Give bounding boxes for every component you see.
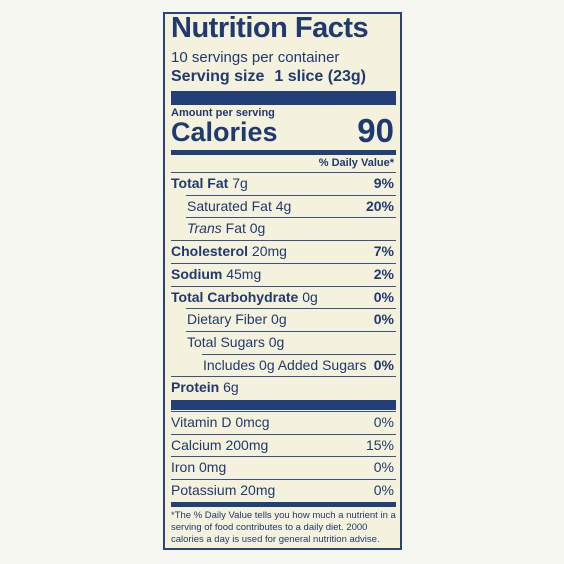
medium-bar bbox=[171, 501, 396, 507]
nutrient-amount: 0g bbox=[302, 288, 318, 305]
nutrient-italic: Trans bbox=[187, 220, 222, 237]
dv-header: % Daily Value* bbox=[318, 157, 394, 169]
serving-size-label: Serving size bbox=[171, 68, 265, 85]
daily-value: 0% bbox=[373, 414, 394, 430]
nutrient-name: Protein bbox=[171, 379, 220, 396]
nutrient-name: Sodium bbox=[171, 265, 223, 282]
daily-value: 7% bbox=[373, 243, 394, 260]
serving-size-value: 1 slice (23g) bbox=[274, 68, 366, 85]
nutrient-amount: 7g bbox=[232, 175, 248, 191]
rule bbox=[171, 411, 396, 412]
thick-bar bbox=[171, 400, 396, 410]
nutrient-name: Calcium bbox=[171, 436, 222, 453]
nutrient-name: Includes 0g Added Sugars bbox=[203, 356, 367, 373]
nutrient-name: Fat bbox=[225, 220, 246, 237]
nutrient-row: Total Sugars 0g bbox=[187, 334, 284, 350]
nutrient-name: Cholesterol bbox=[171, 243, 249, 260]
nutrient-name: Total Sugars bbox=[187, 333, 265, 350]
nutrient-amount: 20mg bbox=[251, 243, 287, 260]
nutrient-name: Saturated Fat bbox=[187, 197, 272, 214]
nutrient-amount: 4g bbox=[275, 197, 292, 214]
nutrient-row: Saturated Fat 4g bbox=[187, 198, 291, 214]
daily-value: 20% bbox=[365, 197, 394, 214]
nutrient-amount: 200mg bbox=[225, 436, 269, 453]
daily-value: 0% bbox=[373, 311, 394, 328]
rule bbox=[171, 456, 396, 458]
nutrient-amount: 0mcg bbox=[235, 414, 270, 430]
nutrient-amount: 0mg bbox=[199, 459, 227, 476]
footnote: *The % Daily Value tells you how much a … bbox=[171, 509, 396, 545]
servings: 10 servings per container bbox=[171, 49, 340, 66]
nutrient-amount: 20mg bbox=[240, 482, 276, 499]
rule bbox=[171, 240, 396, 242]
rule bbox=[171, 262, 396, 264]
daily-value: 2% bbox=[373, 265, 394, 282]
daily-value: 15% bbox=[365, 436, 394, 453]
nutrient-row: Protein 6g bbox=[171, 379, 239, 395]
daily-value: 0% bbox=[373, 356, 394, 373]
vitamin-row: Vitamin D 0mcg bbox=[171, 414, 270, 430]
nutrient-row: Includes 0g Added Sugars bbox=[203, 357, 366, 373]
nutrient-amount: 0g bbox=[268, 333, 285, 350]
rule bbox=[171, 376, 396, 378]
nutrient-amount: 6g bbox=[223, 379, 239, 396]
rule bbox=[186, 217, 396, 219]
nutrient-row: Cholesterol 20mg bbox=[171, 243, 287, 259]
amount-label: Amount per serving bbox=[171, 107, 275, 119]
calories-value: 90 bbox=[357, 112, 394, 149]
vitamin-row: Potassium 20mg bbox=[171, 482, 275, 498]
nutrient-row: Trans Fat 0g bbox=[187, 220, 265, 236]
daily-value: 0% bbox=[373, 288, 394, 305]
rule bbox=[186, 194, 396, 196]
rule bbox=[186, 330, 396, 332]
daily-value: 9% bbox=[373, 175, 394, 191]
vitamin-row: Calcium 200mg bbox=[171, 437, 268, 453]
nutrient-name: Dietary Fiber bbox=[187, 311, 268, 328]
nutrient-row: Sodium 45mg bbox=[171, 266, 261, 282]
rule bbox=[202, 353, 396, 355]
nutrient-name: Vitamin D bbox=[171, 414, 232, 430]
nutrient-name: Potassium bbox=[171, 482, 237, 499]
rule bbox=[171, 285, 396, 287]
nutrient-amount: 45mg bbox=[226, 265, 262, 282]
nutrient-amount: 0g bbox=[271, 311, 287, 328]
nutrient-name: Total Fat bbox=[171, 175, 229, 191]
nutrient-amount: 0g bbox=[249, 220, 266, 237]
serving-size: Serving size 1 slice (23g) bbox=[171, 68, 396, 86]
vitamin-row: Iron 0mg bbox=[171, 459, 226, 475]
rule bbox=[171, 479, 396, 481]
medium-bar bbox=[171, 150, 396, 155]
rule bbox=[171, 172, 396, 173]
thick-bar bbox=[171, 91, 396, 105]
title: Nutrition Facts bbox=[171, 12, 369, 44]
rule bbox=[186, 308, 396, 310]
calories-label: Calories bbox=[171, 117, 278, 147]
nutrient-row: Total Carbohydrate 0g bbox=[171, 289, 318, 305]
rule bbox=[171, 433, 396, 435]
nutrient-name: Iron bbox=[171, 459, 196, 476]
nutrition-panel: Nutrition Facts 10 servings per container… bbox=[163, 12, 402, 550]
nutrient-row: Total Fat 7g bbox=[171, 175, 248, 191]
nutrient-row: Dietary Fiber 0g bbox=[187, 311, 287, 327]
daily-value: 0% bbox=[373, 482, 394, 499]
daily-value: 0% bbox=[373, 459, 394, 476]
nutrient-name: Total Carbohydrate bbox=[171, 288, 299, 305]
